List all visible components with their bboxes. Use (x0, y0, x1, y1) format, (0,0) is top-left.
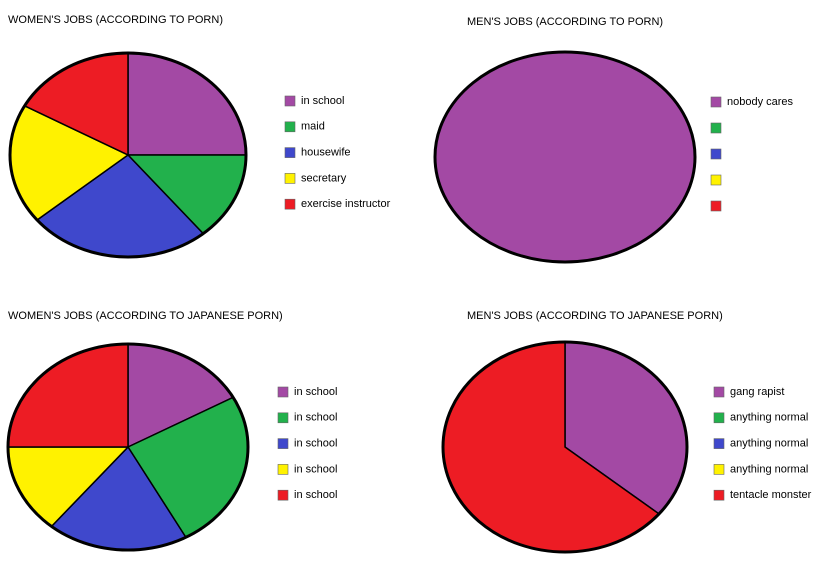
legend-swatch (277, 386, 289, 398)
legend-label: anything normal (730, 438, 808, 450)
pie-outline (8, 51, 248, 259)
legend-label: gang rapist (730, 386, 784, 398)
legend-swatch (713, 412, 725, 424)
legend-swatch (277, 489, 289, 501)
legend-swatch (710, 96, 722, 108)
legend-swatch (713, 386, 725, 398)
legend-swatch (277, 438, 289, 449)
legend-swatch (710, 174, 722, 186)
legend-label: anything normal (730, 463, 808, 475)
legend-swatch (713, 489, 725, 501)
legend-swatch (710, 200, 722, 212)
legend-label: in school (294, 386, 337, 398)
legend-label: in school (294, 412, 337, 424)
chart-title: MEN'S JOBS (ACCORDING TO PORN) (467, 16, 663, 28)
legend-label: in school (294, 489, 337, 501)
legend-label: maid (301, 121, 325, 133)
legend-swatch (284, 147, 296, 158)
legend-swatch (277, 464, 289, 475)
pie-outline (441, 340, 689, 554)
legend-swatch (284, 95, 296, 107)
legend-swatch (284, 198, 296, 210)
legend-swatch (713, 438, 725, 449)
legend-label: tentacle monster (730, 489, 812, 501)
pie-outline (433, 50, 697, 264)
legend-label: anything normal (730, 412, 808, 424)
legend-label: in school (294, 463, 337, 475)
legend-label: in school (294, 438, 337, 450)
chart-title: WOMEN'S JOBS (ACCORDING TO PORN) (8, 14, 223, 26)
legend-label: secretary (301, 172, 347, 184)
chart-title: WOMEN'S JOBS (ACCORDING TO JAPANESE PORN… (8, 310, 283, 322)
chart-title: MEN'S JOBS (ACCORDING TO JAPANESE PORN) (467, 310, 723, 322)
legend-label: housewife (301, 147, 351, 159)
legend-label: nobody cares (727, 96, 794, 108)
legend-label: in school (301, 95, 344, 107)
legend-swatch (710, 122, 722, 134)
legend-swatch (284, 173, 296, 184)
legend-swatch (277, 412, 289, 424)
legend-swatch (713, 464, 725, 475)
legend-swatch (710, 148, 722, 160)
pie-outline (6, 342, 250, 552)
legend-swatch (284, 121, 296, 133)
legend-label: exercise instructor (301, 198, 391, 210)
